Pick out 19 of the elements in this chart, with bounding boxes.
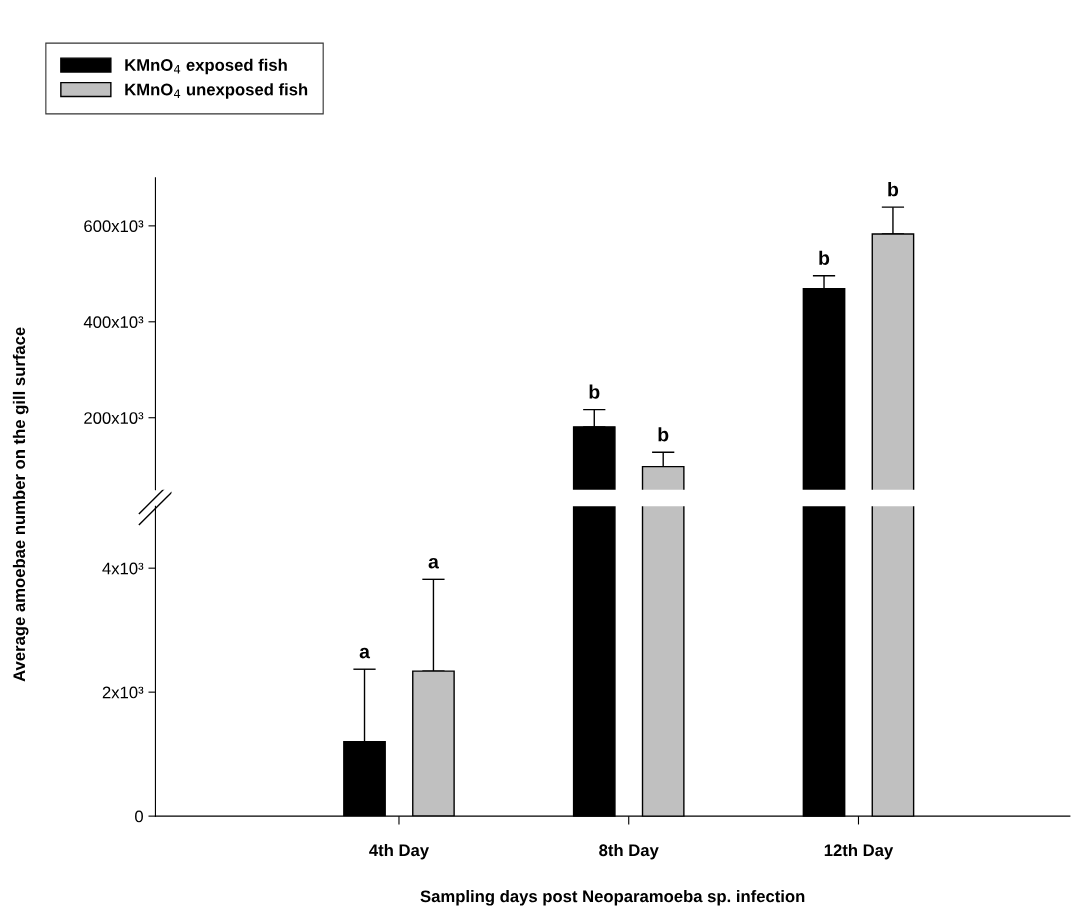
y-tick-label: 4x10³ (102, 562, 144, 575)
annotation: a (428, 557, 439, 569)
y-tick-label: 400x10³ (83, 316, 144, 328)
annotation: b (888, 182, 899, 197)
annotation: b (819, 250, 830, 265)
x-axis-title: Sampling days post Neoparamoeba sp. infection (420, 890, 805, 906)
x-tick-label: 12th Day (824, 843, 894, 860)
annotation: b (589, 384, 600, 399)
legend-label: KMnO$_{4}$ unexposed fish (125, 83, 308, 99)
y-tick-label: 2x10³ (102, 686, 144, 699)
y-tick-label: 0 (135, 810, 143, 823)
y-tick-label: 200x10³ (84, 412, 144, 424)
y-axis-title: Average amoebae number on the gill surface (12, 327, 29, 682)
legend-label: KMnO$_{4}$ exposed fish (125, 58, 287, 75)
y-tick-label: 600x10³ (84, 220, 144, 233)
x-tick-label: 4th Day (369, 843, 429, 860)
x-tick-label: 8th Day (599, 843, 659, 860)
annotation: b (658, 427, 669, 442)
annotation: a (359, 647, 371, 659)
